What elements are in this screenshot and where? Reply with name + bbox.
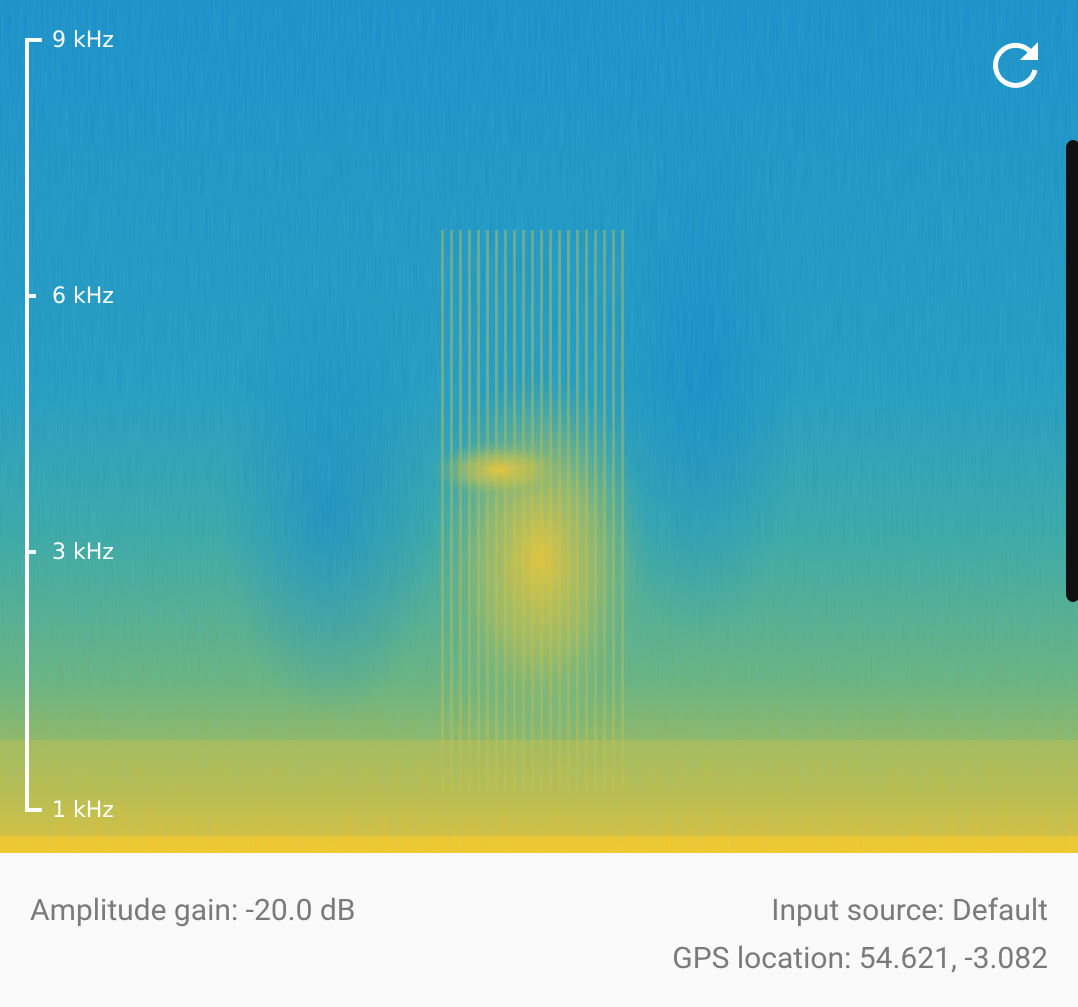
frequency-label: 6 kHz bbox=[52, 284, 114, 309]
refresh-button[interactable] bbox=[985, 35, 1045, 95]
spectrogram: 9 kHz 6 kHz 3 kHz 1 kHz bbox=[0, 0, 1078, 853]
amplitude-gain: Amplitude gain: -20.0 dB bbox=[30, 893, 356, 928]
input-source: Input source: Default bbox=[771, 893, 1048, 928]
spectrogram-noise bbox=[0, 0, 1078, 853]
status-bar: Amplitude gain: -20.0 dB Input source: D… bbox=[0, 853, 1078, 1007]
gps-location: GPS location: 54.621, -3.082 bbox=[672, 941, 1048, 976]
frequency-label: 1 kHz bbox=[52, 798, 114, 823]
frequency-label: 9 kHz bbox=[52, 28, 114, 53]
frequency-label: 3 kHz bbox=[52, 540, 114, 565]
side-handle[interactable] bbox=[1066, 140, 1078, 602]
